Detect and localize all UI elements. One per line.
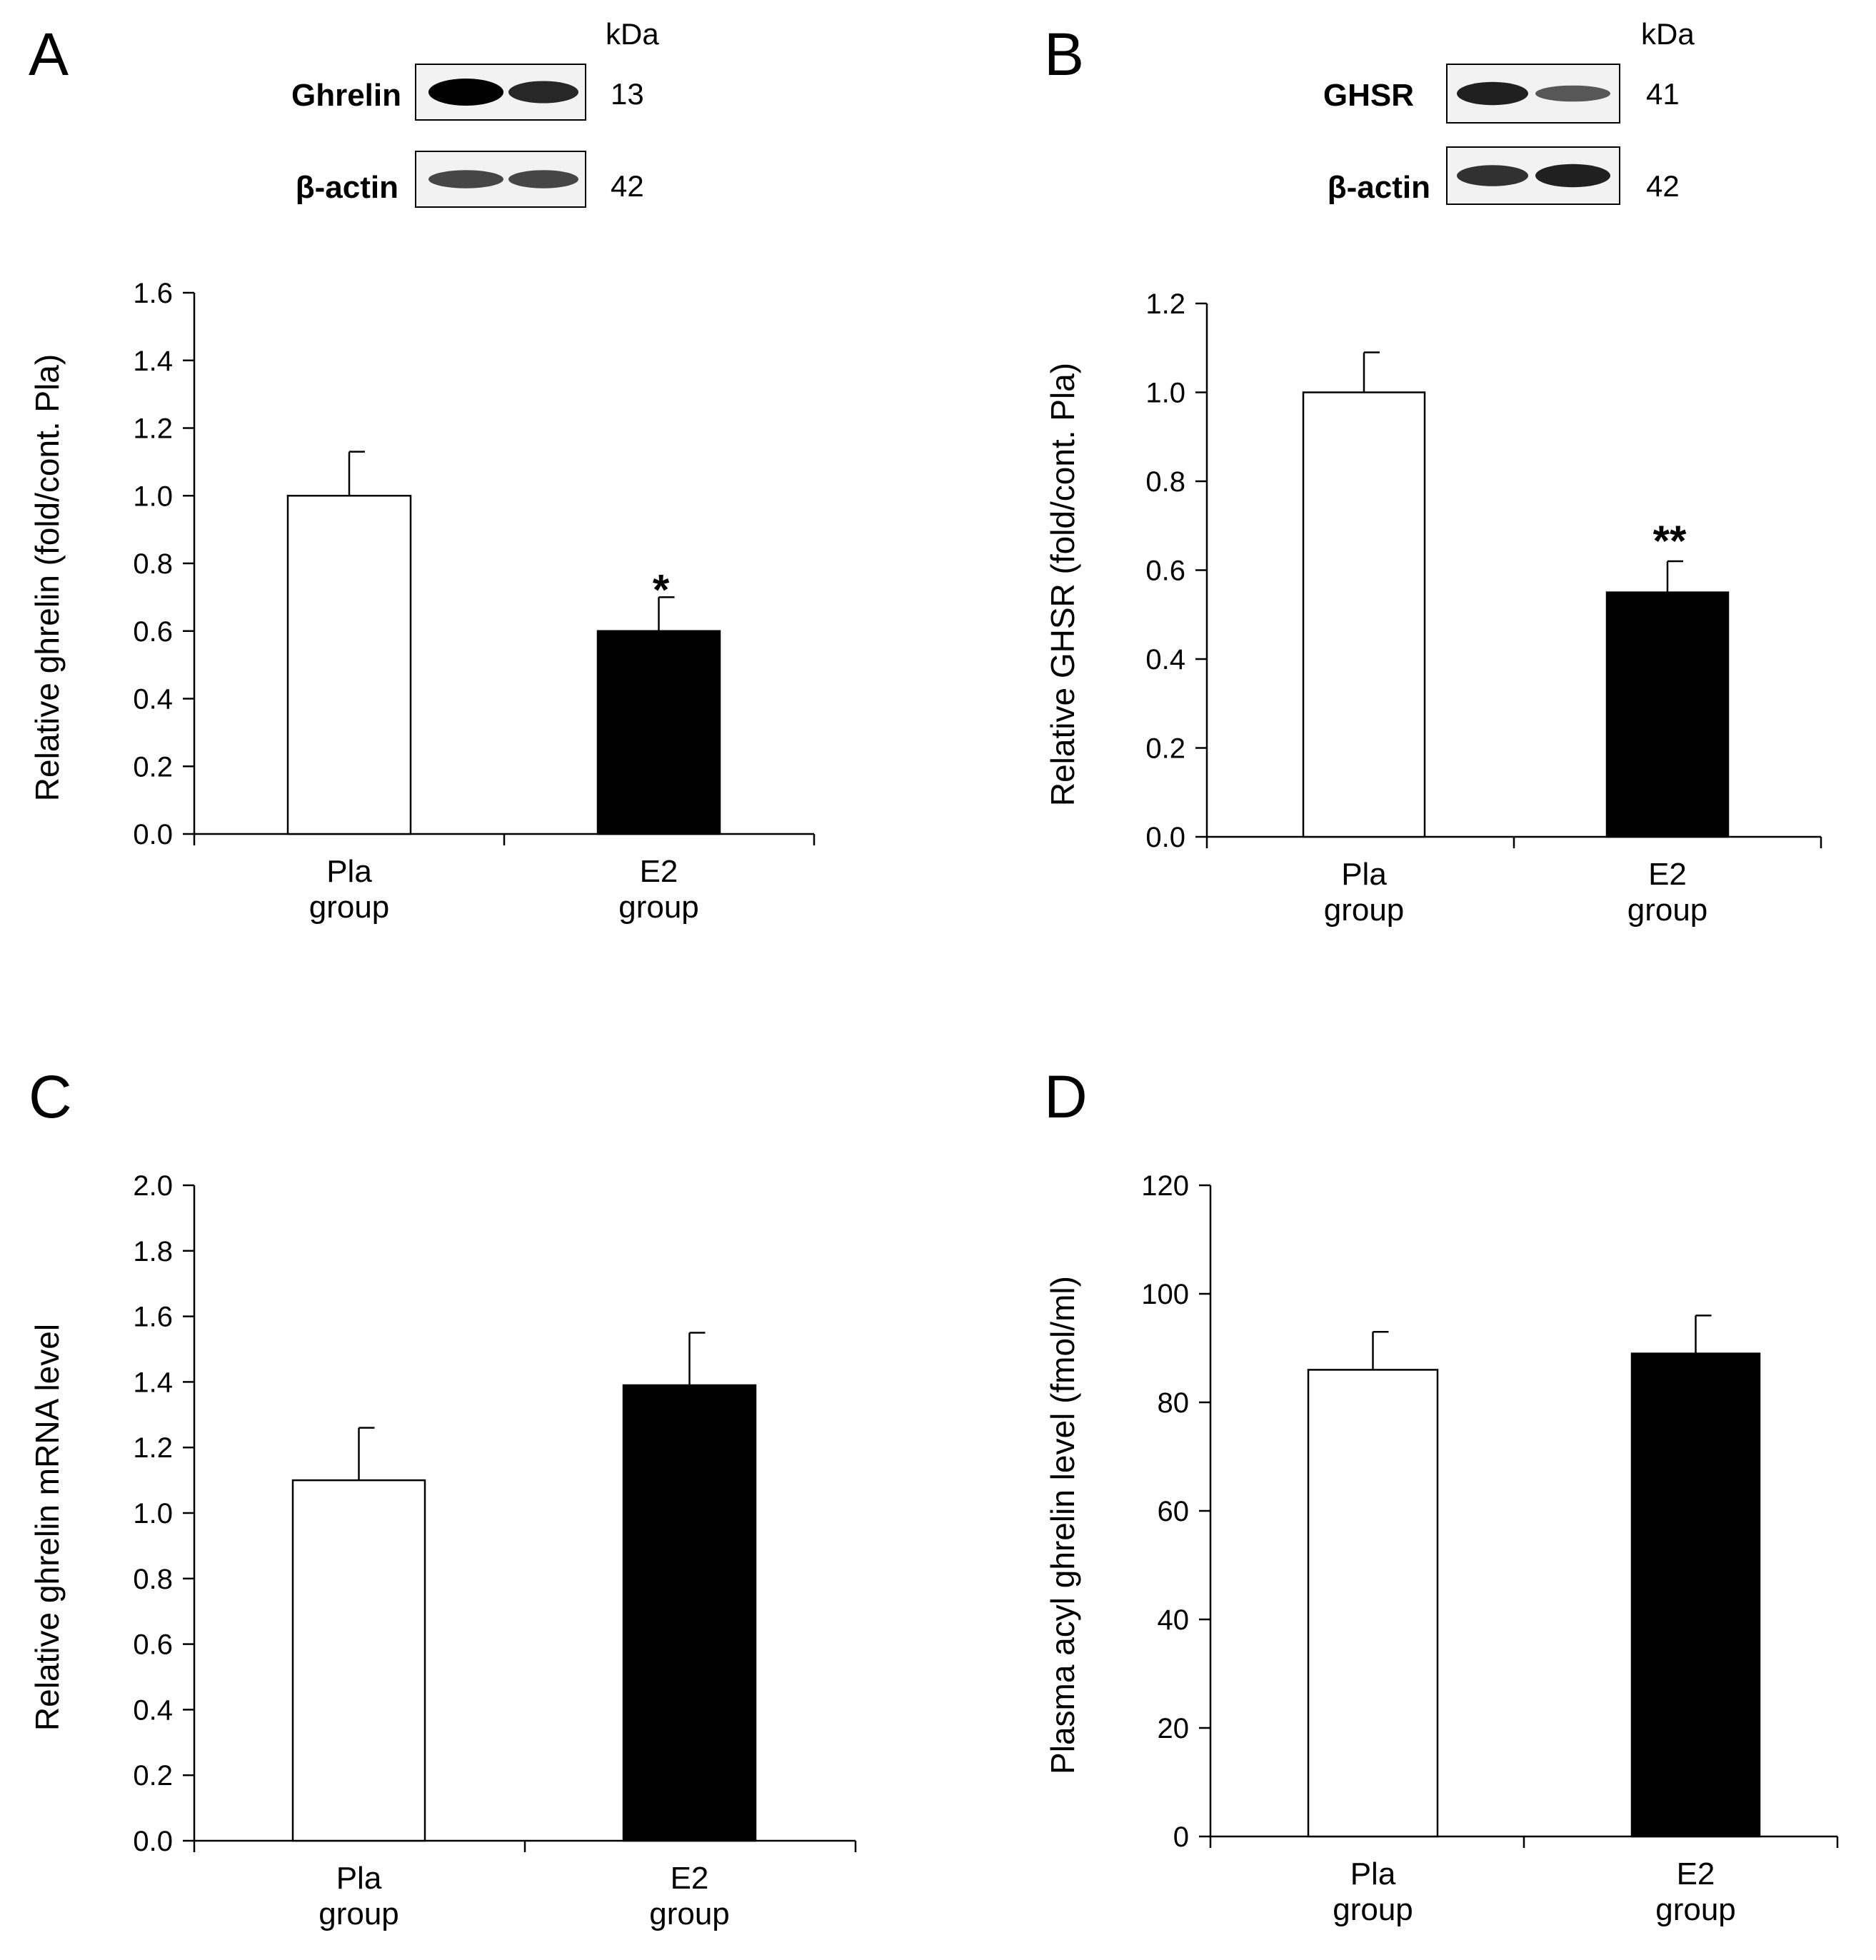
y-tick-label: 0.4 <box>133 1694 173 1726</box>
bar-pla <box>291 1479 426 1842</box>
kda-unit-label: kDa <box>1641 17 1695 51</box>
y-tick-label: 0.8 <box>1145 466 1185 498</box>
blot-band <box>428 79 503 106</box>
bar-e2 <box>596 630 721 835</box>
y-tick-label: 1.4 <box>133 1367 173 1398</box>
x-category-label: group <box>318 1896 399 1931</box>
y-tick-label: 0 <box>1173 1821 1189 1853</box>
y-tick-label: 0.6 <box>133 616 173 648</box>
y-tick-label: 40 <box>1158 1604 1190 1636</box>
panel-label: D <box>1044 1063 1088 1130</box>
y-axis-label: Plasma acyl ghrelin level (fmol/ml) <box>1044 1276 1081 1774</box>
y-tick-label: 20 <box>1158 1713 1190 1744</box>
blot-band <box>508 170 578 189</box>
panel-d: D 0 20 40 60 80 100 120 Plasma acyl ghrelin leve… <box>1044 1063 1839 1927</box>
western-blot: kDa Ghrelin 13 β-actin 42 <box>291 17 659 208</box>
y-tick-label: 80 <box>1158 1387 1190 1419</box>
x-category-label: E2 <box>1677 1856 1715 1891</box>
blot-row-label: GHSR <box>1323 78 1414 113</box>
blot-band <box>1535 85 1610 102</box>
x-category-label: E2 <box>640 854 678 889</box>
bar-pla <box>286 495 412 835</box>
panel-c: C 0.0 0.2 0.4 0.6 0.8 1.0 1.2 1.4 1.6 1.8 2.0 Relati… <box>29 1063 857 1931</box>
y-tick-label: 120 <box>1141 1170 1189 1202</box>
y-tick-label: 0.8 <box>133 548 173 580</box>
panel-b: B 0.0 0.2 0.4 0.6 0.8 1.0 1.2 Relative GHSR (fol… <box>1044 17 1822 928</box>
kda-unit-label: kDa <box>606 17 659 51</box>
bar-e2 <box>1605 591 1730 838</box>
kda-value: 42 <box>611 169 644 203</box>
bar-pla <box>1302 391 1426 838</box>
kda-value: 13 <box>611 77 644 111</box>
y-axis-label: Relative ghrelin mRNA level <box>29 1324 66 1731</box>
y-tick-label: 1.2 <box>133 1432 173 1464</box>
bar-e2 <box>622 1384 757 1842</box>
y-tick-label: 0.6 <box>1145 556 1185 587</box>
y-tick-label: 1.6 <box>133 278 173 309</box>
x-category-label: E2 <box>1648 857 1687 892</box>
x-category-label: Pla <box>1350 1856 1396 1891</box>
y-tick-label: 0.0 <box>1145 822 1185 853</box>
y-tick-label: 2.0 <box>133 1170 173 1202</box>
y-axis-label: Relative GHSR (fold/cont. Pla) <box>1044 363 1081 806</box>
kda-value: 41 <box>1646 77 1680 111</box>
blot-band <box>508 81 578 104</box>
y-tick-label: 1.0 <box>133 481 173 512</box>
x-category-label: group <box>1324 893 1405 928</box>
x-category-label: Pla <box>1341 857 1387 892</box>
y-tick-label: 0.2 <box>133 751 173 783</box>
y-tick-label: 0.6 <box>133 1629 173 1661</box>
blot-band <box>1535 164 1610 188</box>
y-tick-label: 1.0 <box>133 1498 173 1529</box>
bar-pla <box>1307 1369 1439 1838</box>
y-tick-label: 60 <box>1158 1496 1190 1527</box>
x-category-label: E2 <box>671 1861 709 1896</box>
y-tick-label: 1.8 <box>133 1236 173 1267</box>
panel-label: B <box>1044 21 1084 88</box>
blot-band <box>1457 81 1528 106</box>
x-category-label: group <box>618 890 699 925</box>
y-tick-label: 0.4 <box>133 684 173 715</box>
y-tick-label: 1.4 <box>133 346 173 377</box>
y-tick-label: 1.2 <box>133 413 173 445</box>
y-tick-label: 1.0 <box>1145 378 1185 409</box>
x-category-label: group <box>649 1896 730 1931</box>
blot-band <box>428 170 503 189</box>
blot-row-label: Ghrelin <box>291 78 401 113</box>
x-category-label: group <box>309 890 390 925</box>
y-axis-label: Relative ghrelin (fold/cont. Pla) <box>29 354 66 801</box>
y-tick-label: 0.0 <box>133 819 173 850</box>
y-tick-label: 0.2 <box>133 1760 173 1791</box>
x-category-label: Pla <box>326 854 372 889</box>
kda-value: 42 <box>1646 169 1680 203</box>
blot-row-label: β-actin <box>1328 170 1430 205</box>
y-tick-label: 0.4 <box>1145 644 1185 675</box>
y-tick-label: 100 <box>1141 1279 1189 1310</box>
blot-row-label: β-actin <box>296 170 398 205</box>
western-blot: kDa GHSR 41 β-actin 42 <box>1323 17 1695 205</box>
y-tick-label: 0.2 <box>1145 733 1185 765</box>
x-category-label: group <box>1655 1892 1736 1927</box>
x-category-label: Pla <box>336 1861 382 1896</box>
y-tick-label: 1.6 <box>133 1302 173 1333</box>
y-tick-label: 0.8 <box>133 1564 173 1595</box>
x-category-label: group <box>1333 1892 1413 1927</box>
blot-band <box>1457 165 1528 186</box>
panel-label: A <box>29 21 69 88</box>
panel-label: C <box>29 1063 72 1130</box>
significance-marker: ** <box>1653 517 1687 565</box>
y-tick-label: 1.2 <box>1145 288 1185 320</box>
x-category-label: group <box>1627 893 1708 928</box>
significance-marker: * <box>653 566 670 613</box>
bar-e2 <box>1630 1352 1761 1838</box>
panel-a: A 0.0 0.2 0.4 0.6 0.8 1.0 1.2 1.4 1.6 Relative ghr… <box>29 17 816 925</box>
y-tick-label: 0.0 <box>133 1826 173 1857</box>
